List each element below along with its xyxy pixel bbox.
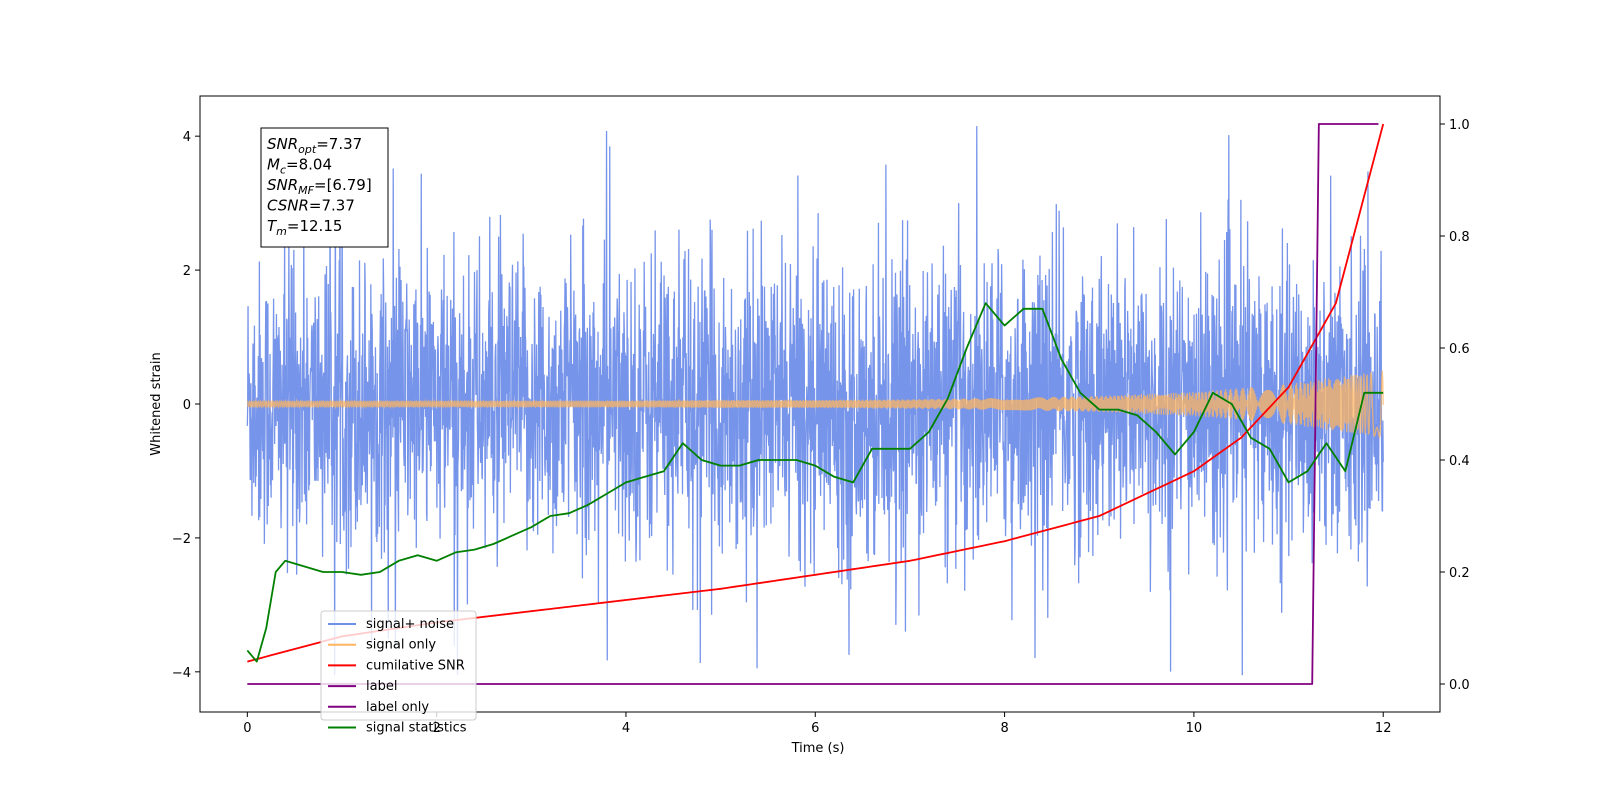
legend-label: label only <box>366 700 429 715</box>
annotation-value: =7.37 <box>309 197 355 215</box>
signal-noise-line <box>246 126 1384 676</box>
y2-tick-label: 0.4 <box>1449 454 1470 469</box>
series-signal-noise <box>246 126 1384 676</box>
annotation-line: SNRMF=[6.79] <box>267 176 372 197</box>
annotation-line: CSNR=7.37 <box>267 197 355 215</box>
series-signal-only <box>246 370 1384 440</box>
annotation-subscript: c <box>280 164 286 177</box>
annotation-symbol: M <box>267 156 280 174</box>
annotation-subscript: opt <box>298 143 317 156</box>
y2-tick-label: 0.6 <box>1449 342 1470 357</box>
y-tick-label: −4 <box>172 666 191 681</box>
x-tick-label: 8 <box>1000 721 1008 736</box>
snr-annotation-box: SNRopt=7.37Mc=8.04SNRMF=[6.79]CSNR=7.37T… <box>260 127 389 248</box>
label-line <box>247 123 1379 685</box>
annotation-line: SNRopt=7.37 <box>267 135 362 156</box>
y-tick-label: 0 <box>183 398 191 413</box>
y-tick-label: −2 <box>172 532 191 547</box>
legend-frame <box>320 610 477 721</box>
annotation-value: =[6.79] <box>314 176 372 194</box>
x-tick-label: 10 <box>1186 721 1203 736</box>
annotation-symbol: SNR <box>267 135 298 153</box>
y-axis-label: Whitened strain <box>149 352 164 455</box>
x-tick-label: 0 <box>243 721 251 736</box>
legend-label: signal statistics <box>366 721 467 736</box>
y-tick-label: 2 <box>183 264 191 279</box>
annotation-value: =8.04 <box>286 156 332 174</box>
annotation-symbol: CSNR <box>267 197 309 215</box>
y-tick-label: 4 <box>183 130 191 145</box>
legend-label: label <box>366 679 397 694</box>
annotation-value: =12.15 <box>287 217 343 235</box>
annotation-symbol: T <box>267 217 278 235</box>
x-axis: 0 2 4 6 8 10 12 <box>243 712 1391 736</box>
legend: signal+ noise signal only cumilative SNR la… <box>320 610 477 736</box>
signal-statistics-line <box>246 302 1384 663</box>
legend-label: cumilative SNR <box>366 658 465 673</box>
annotation-subscript: m <box>276 225 287 238</box>
annotation-subscript: MF <box>298 184 314 197</box>
legend-label: signal+ noise <box>366 617 454 632</box>
y2-tick-label: 0.8 <box>1449 230 1470 245</box>
x-tick-label: 12 <box>1375 721 1392 736</box>
annotation-line: Mc=8.04 <box>267 156 332 177</box>
y2-tick-label: 1.0 <box>1449 118 1470 133</box>
x-tick-label: 6 <box>811 721 819 736</box>
annotation-value: =7.37 <box>316 135 362 153</box>
y-axis-left: −4 −2 0 2 4 <box>172 130 200 681</box>
x-tick-label: 2 <box>433 721 441 736</box>
annotation-line: Tm=12.15 <box>267 217 342 238</box>
x-tick-label: 4 <box>622 721 630 736</box>
y-axis-right: 0.0 0.2 0.4 0.6 0.8 1.0 <box>1440 118 1470 693</box>
y2-tick-label: 0.2 <box>1449 566 1470 581</box>
annotation-symbol: SNR <box>267 176 298 194</box>
y2-tick-label: 0.0 <box>1449 678 1470 693</box>
signal-only-line <box>246 370 1384 440</box>
annotation-frame <box>260 127 389 248</box>
x-axis-label: Time (s) <box>791 741 845 756</box>
legend-label: signal only <box>366 638 436 653</box>
